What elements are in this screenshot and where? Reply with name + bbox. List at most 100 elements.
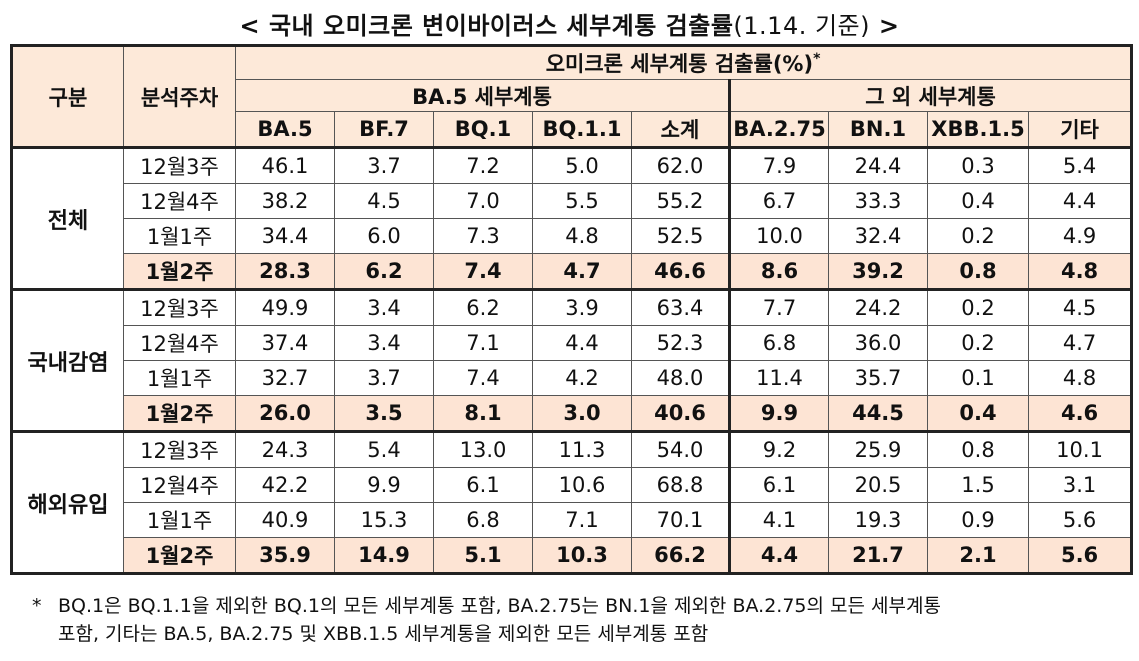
column-header: BF.7 (334, 111, 434, 149)
value-cell: 40.9 (235, 502, 335, 538)
table-row: 12월4주 37.4 3.4 7.1 4.4 52.3 6.8 36.0 0.2 4.7 (12, 325, 1133, 361)
value-cell: 10.0 (729, 218, 829, 254)
value-cell: 3.9 (532, 288, 632, 326)
value-cell: 33.3 (828, 183, 928, 219)
table-row: 1월2주 26.0 3.5 8.1 3.0 40.6 9.9 44.5 0.4 4.6 (12, 395, 1133, 432)
value-cell: 7.1 (532, 502, 632, 538)
footnote-mark: * (32, 595, 42, 617)
week-cell: 12월4주 (123, 467, 236, 503)
value-cell: 4.7 (1027, 325, 1133, 361)
value-cell: 7.0 (433, 183, 533, 219)
value-cell: 5.6 (1027, 537, 1133, 574)
value-cell: 66.2 (631, 537, 731, 574)
value-cell: 7.3 (433, 218, 533, 254)
value-cell: 3.4 (334, 288, 434, 326)
table-row: 국내감염 12월3주 49.9 3.4 6.2 3.9 63.4 7.7 24.2 0.2 4.5 (11, 288, 1133, 432)
value-cell: 6.2 (334, 253, 434, 290)
value-cell: 39.2 (828, 253, 928, 290)
value-cell: 7.7 (729, 288, 829, 326)
week-cell: 12월3주 (123, 430, 236, 468)
week-cell: 1월1주 (123, 502, 236, 538)
value-cell: 24.4 (828, 146, 928, 184)
value-cell: 3.5 (334, 395, 434, 432)
value-cell: 24.2 (828, 288, 928, 326)
value-cell: 11.3 (532, 430, 632, 468)
week-cell: 1월1주 (123, 218, 236, 254)
table-row: 1월1주 40.9 15.3 6.8 7.1 70.1 4.1 19.3 0.9 5.6 (12, 502, 1133, 538)
value-cell: 9.9 (729, 395, 829, 432)
value-cell: 5.1 (433, 537, 533, 574)
value-cell: 0.4 (927, 395, 1029, 432)
value-cell: 10.6 (532, 467, 632, 503)
column-header: BQ.1.1 (532, 111, 632, 149)
header-other-group: 그 외 세부계통 (728, 79, 1133, 112)
value-cell: 4.4 (532, 325, 632, 361)
value-cell: 10.1 (1027, 430, 1133, 468)
value-cell: 0.9 (927, 502, 1029, 538)
value-cell: 5.6 (1027, 502, 1133, 538)
value-cell: 6.8 (433, 502, 533, 538)
column-header: XBB.1.5 (927, 111, 1029, 149)
value-cell: 28.3 (235, 253, 335, 290)
table-row: 1월1주 32.7 3.7 7.4 4.2 48.0 11.4 35.7 0.1 4.8 (12, 360, 1133, 396)
value-cell: 0.8 (927, 430, 1029, 468)
value-cell: 26.0 (235, 395, 335, 432)
value-cell: 3.7 (334, 146, 434, 184)
week-cell: 12월3주 (123, 146, 236, 184)
table-row: 1월1주 34.4 6.0 7.3 4.8 52.5 10.0 32.4 0.2 4.9 (12, 218, 1133, 254)
week-cell: 1월2주 (123, 395, 236, 432)
value-cell: 9.9 (334, 467, 434, 503)
value-cell: 20.5 (828, 467, 928, 503)
group-label: 국내감염 (11, 288, 124, 432)
value-cell: 4.8 (532, 218, 632, 254)
column-header: BA.2.75 (729, 111, 829, 149)
value-cell: 1.5 (927, 467, 1029, 503)
value-cell: 44.5 (828, 395, 928, 432)
value-cell: 36.0 (828, 325, 928, 361)
table-row: 전체 12월3주 46.1 3.7 7.2 5.0 62.0 7.9 24.4 0.3 5.4 (11, 146, 1133, 290)
value-cell: 7.9 (729, 146, 829, 184)
value-cell: 4.6 (1027, 395, 1133, 432)
value-cell: 0.2 (927, 325, 1029, 361)
value-cell: 3.4 (334, 325, 434, 361)
value-cell: 4.7 (532, 253, 632, 290)
header-group: 구분 (11, 45, 124, 148)
value-cell: 10.3 (532, 537, 632, 574)
week-cell: 12월4주 (123, 183, 236, 219)
week-cell: 1월2주 (123, 537, 236, 574)
value-cell: 6.8 (729, 325, 829, 361)
value-cell: 5.5 (532, 183, 632, 219)
group-label: 전체 (11, 146, 124, 290)
value-cell: 3.7 (334, 360, 434, 396)
value-cell: 9.2 (729, 430, 829, 468)
value-cell: 24.3 (235, 430, 335, 468)
value-cell: 0.2 (927, 288, 1029, 326)
value-cell: 40.6 (631, 395, 731, 432)
title-date: (1.14. 기준) (733, 12, 871, 40)
value-cell: 6.1 (729, 467, 829, 503)
week-cell: 12월3주 (123, 288, 236, 326)
column-header: 기타 (1027, 111, 1133, 149)
header-ba5-group: BA.5 세부계통 (235, 79, 731, 112)
value-cell: 35.7 (828, 360, 928, 396)
value-cell: 5.4 (334, 430, 434, 468)
value-cell: 42.2 (235, 467, 335, 503)
value-cell: 7.1 (433, 325, 533, 361)
value-cell: 52.5 (631, 218, 731, 254)
value-cell: 46.6 (631, 253, 731, 290)
value-cell: 0.1 (927, 360, 1029, 396)
value-cell: 52.3 (631, 325, 731, 361)
value-cell: 21.7 (828, 537, 928, 574)
value-cell: 6.1 (433, 467, 533, 503)
value-cell: 4.4 (729, 537, 829, 574)
value-cell: 11.4 (729, 360, 829, 396)
footnote-line-2: 포함, 기타는 BA.5, BA.2.75 및 XBB.1.5 세부계통을 제외… (58, 623, 709, 645)
value-cell: 7.4 (433, 360, 533, 396)
column-header: BN.1 (828, 111, 928, 149)
value-cell: 4.8 (1027, 253, 1133, 290)
value-cell: 54.0 (631, 430, 731, 468)
value-cell: 0.2 (927, 218, 1029, 254)
value-cell: 38.2 (235, 183, 335, 219)
header-footnote-mark: * (813, 51, 821, 67)
value-cell: 0.4 (927, 183, 1029, 219)
